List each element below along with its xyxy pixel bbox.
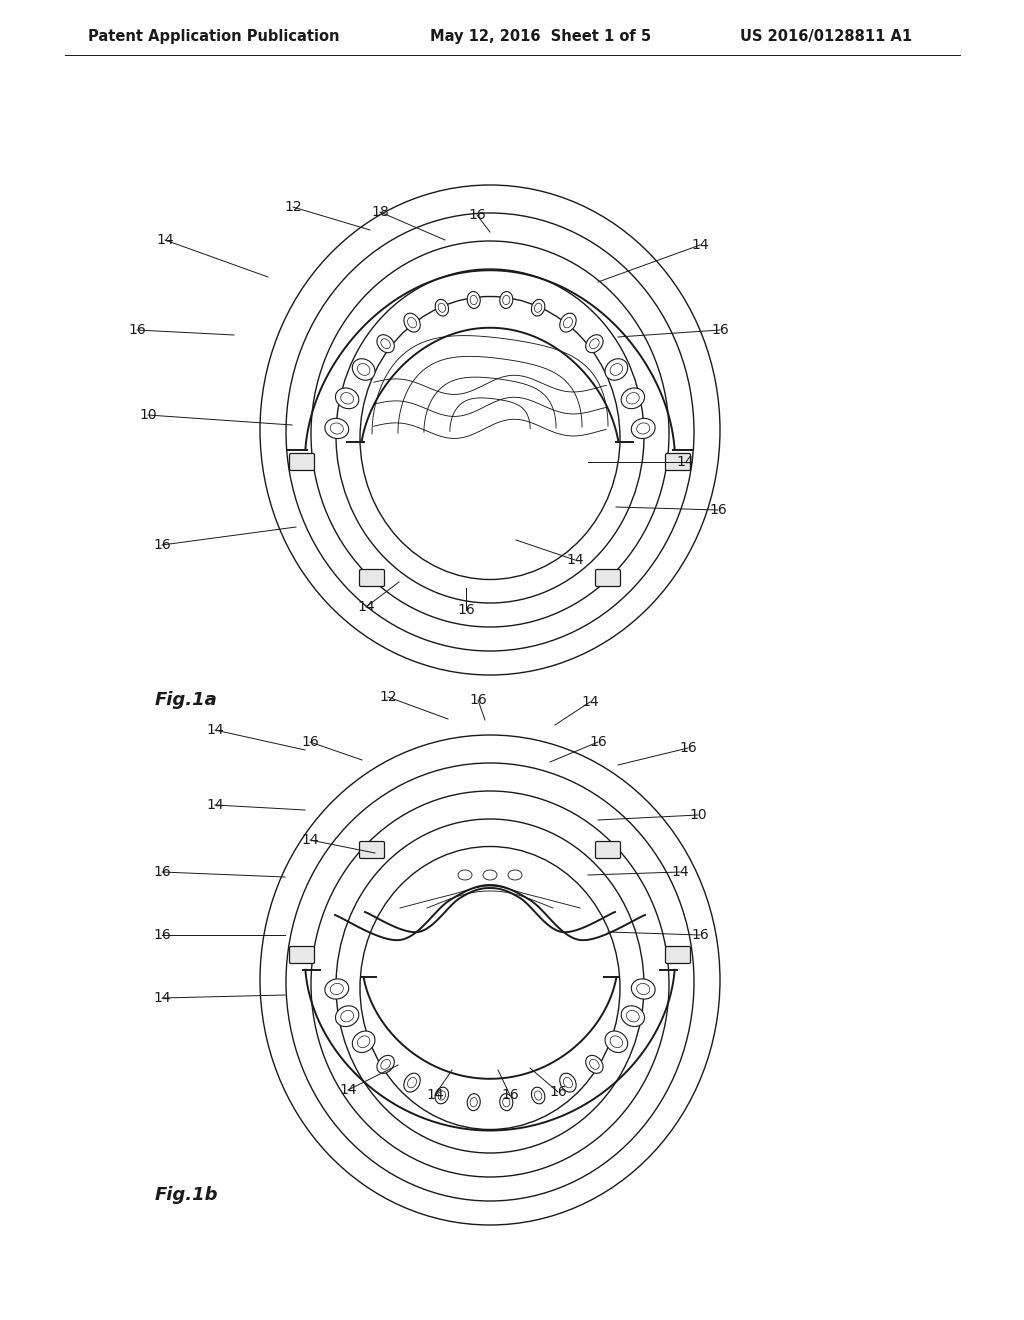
Text: Fig.1a: Fig.1a <box>155 690 218 709</box>
Text: 14: 14 <box>339 1082 356 1097</box>
Text: 16: 16 <box>468 209 485 222</box>
Ellipse shape <box>467 292 480 309</box>
Ellipse shape <box>632 979 655 999</box>
Text: 16: 16 <box>457 603 475 616</box>
FancyBboxPatch shape <box>359 569 384 586</box>
Text: 12: 12 <box>379 690 397 704</box>
Ellipse shape <box>325 418 349 438</box>
Ellipse shape <box>586 1056 603 1073</box>
Text: 14: 14 <box>691 238 709 252</box>
Text: 16: 16 <box>691 928 709 942</box>
Text: 14: 14 <box>671 865 689 879</box>
Ellipse shape <box>403 313 420 333</box>
FancyBboxPatch shape <box>290 454 314 470</box>
FancyBboxPatch shape <box>596 569 621 586</box>
Text: 18: 18 <box>371 205 389 219</box>
Text: 16: 16 <box>501 1088 519 1102</box>
Ellipse shape <box>605 1031 628 1052</box>
Text: 14: 14 <box>566 553 584 568</box>
Ellipse shape <box>352 1031 375 1052</box>
Text: 14: 14 <box>301 833 318 847</box>
Text: 16: 16 <box>154 865 171 879</box>
Ellipse shape <box>560 1073 577 1092</box>
Text: 14: 14 <box>582 696 599 709</box>
Text: Fig.1b: Fig.1b <box>155 1185 218 1204</box>
Ellipse shape <box>336 388 358 409</box>
Text: 16: 16 <box>469 693 486 708</box>
Text: 16: 16 <box>154 539 171 552</box>
FancyBboxPatch shape <box>596 842 621 858</box>
Ellipse shape <box>352 359 375 380</box>
Ellipse shape <box>632 418 655 438</box>
Ellipse shape <box>467 1094 480 1110</box>
Ellipse shape <box>435 1088 449 1104</box>
Text: 10: 10 <box>139 408 157 422</box>
Ellipse shape <box>403 1073 420 1092</box>
Ellipse shape <box>531 1088 545 1104</box>
Text: 14: 14 <box>426 1088 443 1102</box>
Text: 14: 14 <box>206 799 224 812</box>
FancyBboxPatch shape <box>666 454 690 470</box>
FancyBboxPatch shape <box>359 842 384 858</box>
Text: 16: 16 <box>154 928 171 942</box>
Text: 16: 16 <box>711 323 729 337</box>
Text: 14: 14 <box>357 601 375 614</box>
Text: 12: 12 <box>285 201 302 214</box>
Ellipse shape <box>586 335 603 352</box>
Ellipse shape <box>531 300 545 315</box>
Ellipse shape <box>500 292 513 309</box>
Ellipse shape <box>325 979 349 999</box>
Text: Patent Application Publication: Patent Application Publication <box>88 29 340 45</box>
Text: 14: 14 <box>206 723 224 737</box>
Text: 16: 16 <box>301 735 318 748</box>
Ellipse shape <box>622 1006 644 1027</box>
Text: 16: 16 <box>549 1085 567 1100</box>
Text: 16: 16 <box>128 323 145 337</box>
Text: US 2016/0128811 A1: US 2016/0128811 A1 <box>740 29 912 45</box>
Ellipse shape <box>500 1094 513 1110</box>
Ellipse shape <box>560 313 577 333</box>
FancyBboxPatch shape <box>290 946 314 964</box>
Text: 16: 16 <box>679 741 697 755</box>
Ellipse shape <box>336 1006 358 1027</box>
Text: 14: 14 <box>154 991 171 1005</box>
Ellipse shape <box>622 388 644 409</box>
FancyBboxPatch shape <box>666 946 690 964</box>
Text: 14: 14 <box>676 455 694 469</box>
Text: 14: 14 <box>157 234 174 247</box>
Ellipse shape <box>377 1056 394 1073</box>
Text: 16: 16 <box>710 503 727 517</box>
Ellipse shape <box>435 300 449 315</box>
Ellipse shape <box>377 335 394 352</box>
Ellipse shape <box>605 359 628 380</box>
Text: 16: 16 <box>589 735 607 748</box>
Text: 10: 10 <box>689 808 707 822</box>
Text: May 12, 2016  Sheet 1 of 5: May 12, 2016 Sheet 1 of 5 <box>430 29 651 45</box>
